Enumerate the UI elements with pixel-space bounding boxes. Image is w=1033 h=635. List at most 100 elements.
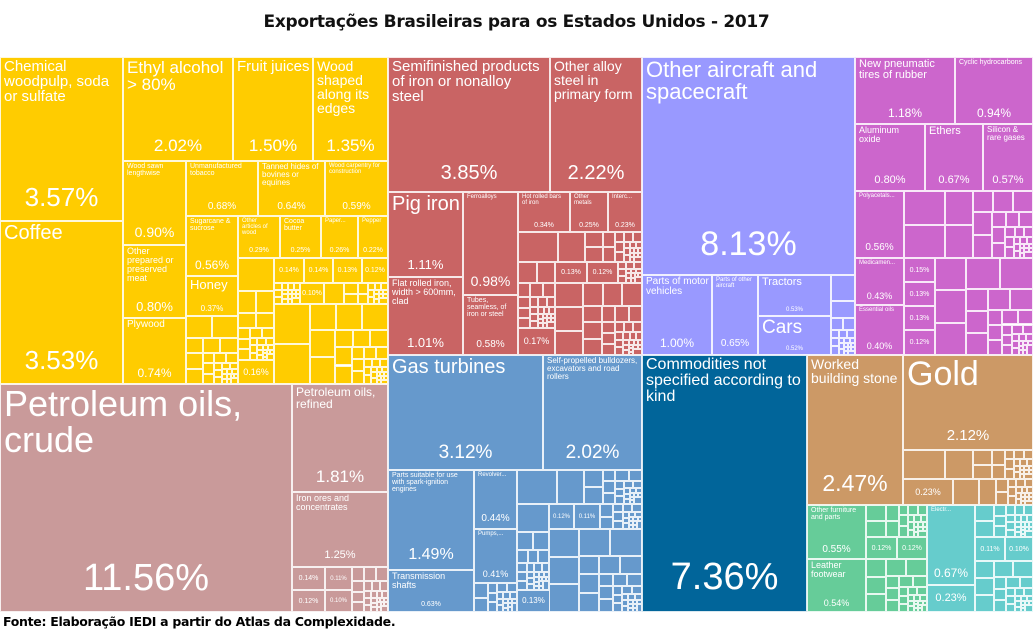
- treemap-cell-unlabeled: [632, 599, 638, 604]
- treemap-cell[interactable]: 0.12%: [866, 537, 897, 559]
- treemap-cell[interactable]: Sugarcane & sucrose 0.56%: [186, 216, 238, 276]
- treemap-cell[interactable]: 0.17%: [518, 328, 555, 355]
- treemap-cell[interactable]: Other alloy steel in primary form 2.22%: [550, 57, 642, 192]
- treemap-cell[interactable]: Wood shaped along its edges 1.35%: [313, 57, 388, 161]
- treemap-cell-unlabeled: [637, 248, 642, 253]
- treemap-cell-unlabeled: [628, 512, 636, 518]
- treemap-cell[interactable]: Other furniture and parts 0.55%: [807, 505, 866, 559]
- treemap-cell[interactable]: Semifinished products of iron or nonallo…: [388, 57, 550, 192]
- treemap-cell-unlabeled: [598, 573, 613, 587]
- treemap-cell[interactable]: 0.13%: [555, 262, 587, 283]
- treemap-cell[interactable]: 0.10%: [325, 590, 352, 612]
- treemap-cell[interactable]: 0.16%: [238, 360, 274, 384]
- treemap-cell[interactable]: New pneumatic tires of rubber 1.18%: [855, 57, 955, 124]
- treemap-cell-unlabeled: [507, 607, 512, 612]
- treemap-cell[interactable]: Other articles of wood 0.29%: [238, 216, 280, 258]
- treemap-cell[interactable]: Tanned hides of bovines or equines 0.64%: [258, 161, 325, 216]
- treemap-cell[interactable]: Petroleum oils, refined 1.81%: [292, 384, 388, 492]
- treemap-cell[interactable]: 0.12%: [897, 537, 927, 559]
- treemap-cell[interactable]: 0.10%: [300, 283, 324, 304]
- treemap-cell[interactable]: Commodities not specified according to k…: [642, 355, 807, 612]
- treemap-cell[interactable]: Tubes, seamless, of iron or steel 0.58%: [463, 295, 518, 355]
- treemap-cell-name: Tubes, seamless, of iron or steel: [467, 297, 507, 318]
- treemap-cell[interactable]: 0.15%: [904, 258, 935, 282]
- treemap-cell[interactable]: Unmanufactured tobacco 0.68%: [186, 161, 258, 216]
- treemap-cell-unlabeled: [584, 232, 603, 247]
- treemap-cell[interactable]: 0.13%: [904, 282, 935, 306]
- treemap-cell-value: 0.10%: [1009, 545, 1029, 553]
- treemap-cell[interactable]: Interc... 0.23%: [608, 192, 642, 232]
- treemap-cell[interactable]: Other prepared or preserved meat 0.80%: [123, 245, 186, 318]
- treemap-cell[interactable]: Cars 0.52%: [758, 316, 831, 355]
- treemap-cell[interactable]: Self-propelled bulldozers, excavators an…: [543, 355, 642, 470]
- treemap-cell-unlabeled: [629, 339, 634, 345]
- treemap-cell-unlabeled: [376, 567, 388, 582]
- treemap-cell[interactable]: Gold 2.12%: [903, 355, 1033, 450]
- treemap-cell[interactable]: Worked building stone 2.47%: [807, 355, 903, 505]
- treemap-cell[interactable]: Wood carpentry for construction 0.59%: [325, 161, 388, 216]
- treemap-cell[interactable]: Pig iron 1.11%: [388, 192, 463, 277]
- treemap-cell[interactable]: Parts of other aircraft 0.65%: [712, 275, 758, 355]
- treemap-cell[interactable]: Medicamen... 0.43%: [855, 258, 904, 305]
- treemap-cell-unlabeled: [615, 470, 629, 481]
- treemap-cell[interactable]: Coffee 3.53%: [0, 221, 123, 384]
- treemap-cell[interactable]: Wood sawn lengthwise 0.90%: [123, 161, 186, 245]
- treemap-cell[interactable]: Polyacetals... 0.56%: [855, 191, 904, 258]
- treemap-cell[interactable]: Chemical woodpulp, soda or sulfate 3.57%: [0, 57, 123, 221]
- treemap-cell[interactable]: 0.12%: [292, 590, 325, 612]
- treemap-cell[interactable]: 0.12%: [587, 262, 618, 283]
- treemap-cell-unlabeled: [993, 600, 1007, 612]
- treemap-cell[interactable]: Ethyl alcohol > 80% 2.02%: [123, 57, 233, 161]
- treemap-cell[interactable]: 0.10%: [1005, 537, 1033, 561]
- treemap-cell[interactable]: Cocoa butter 0.25%: [280, 216, 321, 258]
- treemap-cell-unlabeled: [374, 289, 379, 295]
- treemap-cell[interactable]: 0.11%: [975, 537, 1005, 561]
- treemap-cell[interactable]: Parts of motor vehicles 1.00%: [642, 275, 712, 355]
- treemap-cell[interactable]: Ethers 0.67%: [925, 124, 983, 191]
- treemap-cell[interactable]: Paper... 0.26%: [321, 216, 358, 258]
- treemap-cell[interactable]: Honey 0.37%: [186, 276, 238, 316]
- treemap-cell[interactable]: Plywood 0.74%: [123, 318, 186, 384]
- treemap-cell-name: Flat rolled iron, width > 600mm, clad: [392, 278, 456, 306]
- treemap-cell[interactable]: Revolver... 0.44%: [474, 470, 517, 529]
- treemap-cell[interactable]: 0.14%: [304, 258, 333, 283]
- treemap-cell[interactable]: 0.12%: [549, 504, 574, 529]
- treemap-cell[interactable]: Aluminum oxide 0.80%: [855, 124, 925, 191]
- treemap-cell[interactable]: 0.13%: [333, 258, 362, 283]
- treemap-cell[interactable]: Petroleum oils, crude 11.56%: [0, 384, 292, 612]
- treemap-cell[interactable]: Fruit juices 1.50%: [233, 57, 313, 161]
- treemap-cell[interactable]: Ferroalloys 0.98%: [463, 192, 518, 295]
- treemap-cell-unlabeled: [529, 321, 538, 328]
- treemap-cell[interactable]: 0.23%: [927, 585, 975, 612]
- treemap-cell[interactable]: 0.12%: [904, 330, 935, 355]
- treemap-cell-name: Cars: [762, 317, 803, 338]
- treemap-cell[interactable]: Essential oils 0.40%: [855, 305, 904, 355]
- treemap-cell-unlabeled: [973, 191, 994, 213]
- treemap-cell[interactable]: 0.12%: [362, 258, 388, 283]
- treemap-cell[interactable]: Pepper 0.22%: [358, 216, 388, 258]
- treemap-cell[interactable]: 0.11%: [574, 504, 600, 529]
- treemap-cell[interactable]: Flat rolled iron, width > 600mm, clad 1.0…: [388, 277, 463, 355]
- treemap-cell[interactable]: 0.23%: [903, 479, 953, 505]
- treemap-cell[interactable]: Electr... 0.67%: [927, 505, 975, 585]
- treemap-cell[interactable]: Pumps,... 0.41%: [474, 529, 517, 583]
- treemap-cell-name: Gold: [907, 355, 979, 393]
- treemap-cell[interactable]: Other metals 0.25%: [570, 192, 608, 232]
- treemap-cell-unlabeled: [903, 450, 945, 479]
- treemap-cell[interactable]: 0.13%: [517, 590, 550, 612]
- treemap-cell[interactable]: 0.14%: [274, 258, 304, 283]
- treemap-cell[interactable]: 0.13%: [904, 306, 935, 330]
- treemap-cell[interactable]: Other aircraft and spacecraft 8.13%: [642, 57, 855, 275]
- treemap-cell[interactable]: Silicon & rare gases 0.57%: [983, 124, 1033, 191]
- treemap-cell[interactable]: Transmission shafts 0.63%: [388, 570, 474, 612]
- treemap-cell[interactable]: Iron ores and concentrates 1.25%: [292, 492, 388, 567]
- treemap-cell[interactable]: Cyclic hydrocarbons 0.94%: [955, 57, 1033, 124]
- treemap-cell[interactable]: Leather footwear 0.54%: [807, 559, 866, 612]
- treemap-cell-unlabeled: [291, 289, 296, 295]
- treemap-cell[interactable]: 0.14%: [292, 567, 325, 590]
- treemap-cell[interactable]: Tractors 0.53%: [758, 275, 831, 316]
- treemap-cell[interactable]: Parts suitable for use with spark-igniti…: [388, 470, 474, 570]
- treemap-cell[interactable]: Hot rolled bars of iron 0.34%: [518, 192, 570, 232]
- treemap-cell[interactable]: 0.11%: [325, 567, 352, 590]
- treemap-cell[interactable]: Gas turbines 3.12%: [388, 355, 543, 470]
